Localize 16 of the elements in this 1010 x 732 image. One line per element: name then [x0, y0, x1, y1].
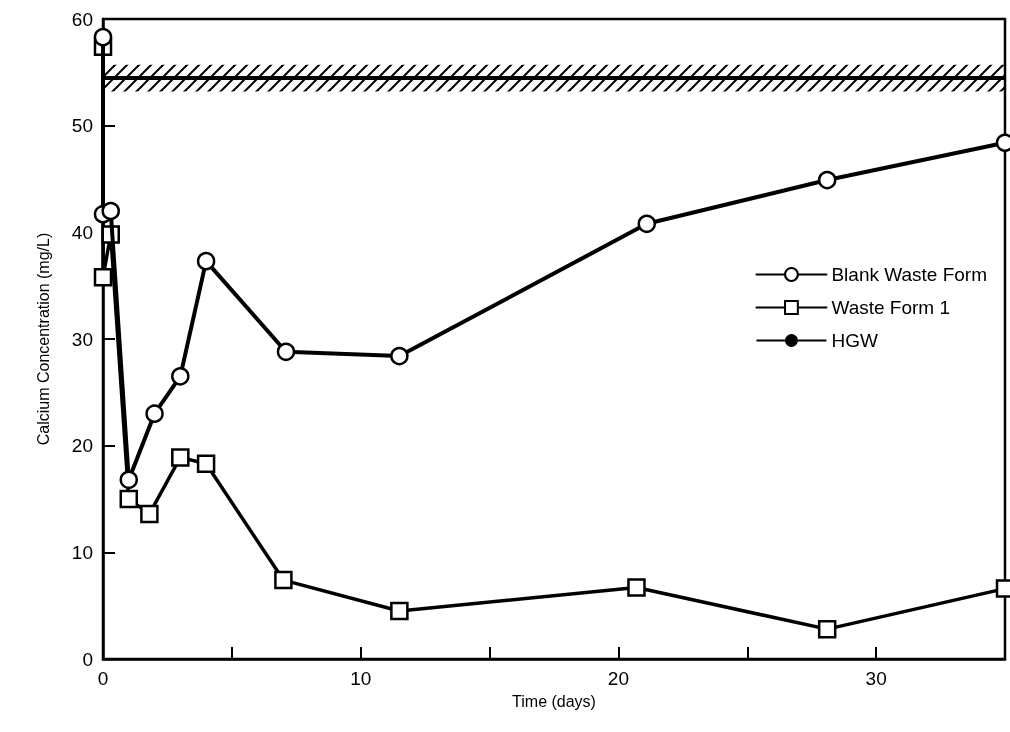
- y-axis-title: Calcium Concentration (mg/L): [34, 232, 52, 446]
- x-tick-label: 30: [865, 668, 887, 689]
- x-tick-label: 10: [350, 668, 372, 689]
- legend-label: Waste Form 1: [831, 297, 951, 318]
- y-tick-label: 10: [71, 541, 93, 563]
- y-tick-label: 50: [71, 115, 93, 137]
- y-tick-label: 40: [71, 221, 93, 243]
- legend-label: HGW: [831, 330, 878, 351]
- y-tick-label: 60: [71, 8, 93, 30]
- x-axis-title: Time (days): [512, 692, 596, 710]
- x-tick-label: 0: [97, 668, 109, 689]
- y-tick-label: 30: [71, 328, 93, 350]
- y-tick-label: 20: [71, 435, 93, 457]
- x-tick-label: 20: [607, 668, 629, 689]
- y-tick-label: 0: [82, 648, 93, 670]
- legend-label: Blank Waste Form: [831, 264, 988, 285]
